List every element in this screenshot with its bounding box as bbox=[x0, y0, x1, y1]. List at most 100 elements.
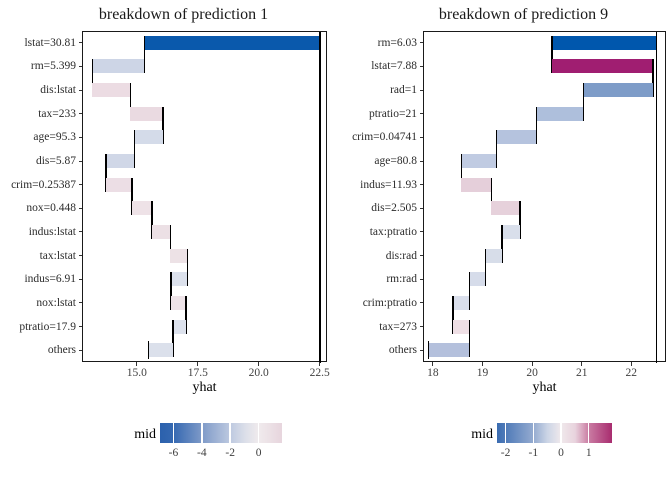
y-axis-tick bbox=[419, 207, 423, 209]
contribution-bar bbox=[170, 272, 188, 287]
contribution-bar bbox=[151, 224, 170, 239]
contribution-bar bbox=[583, 83, 653, 98]
legend-tick-mark bbox=[532, 423, 535, 443]
waterfall-connector-line bbox=[490, 177, 493, 216]
legend-tick-label: 1 bbox=[585, 447, 592, 459]
y-axis-label: dis:rad bbox=[385, 249, 417, 262]
contribution-bar bbox=[170, 295, 186, 310]
contribution-bar bbox=[130, 106, 163, 121]
waterfall-connector-line bbox=[91, 59, 94, 98]
y-axis-label: tax=273 bbox=[379, 320, 417, 333]
y-axis-label: crim:ptratio bbox=[362, 296, 417, 309]
plot-panel bbox=[423, 31, 666, 363]
waterfall-connector-line bbox=[519, 201, 521, 239]
waterfall-connector-line bbox=[495, 130, 498, 169]
waterfall-connector-line bbox=[468, 319, 471, 358]
y-axis-tick bbox=[78, 160, 82, 162]
y-axis-label: crim=0.25387 bbox=[11, 178, 76, 191]
x-tick-label: 18 bbox=[427, 367, 439, 379]
contribution-bar bbox=[452, 319, 470, 334]
x-axis-tick bbox=[319, 362, 321, 366]
y-axis-label: ptratio=21 bbox=[368, 107, 417, 120]
y-axis-label: dis:lstat bbox=[40, 84, 76, 97]
legend-colorbar bbox=[497, 423, 612, 443]
x-axis-tick bbox=[630, 362, 632, 366]
y-axis-tick bbox=[78, 207, 82, 209]
legend-title: mid bbox=[471, 427, 493, 442]
x-tick-label: 20 bbox=[526, 367, 538, 379]
y-axis-tick bbox=[78, 255, 82, 257]
y-axis-label: rm=5.399 bbox=[30, 60, 76, 73]
x-tick-label: 22.5 bbox=[309, 367, 330, 379]
y-axis-label: crim=0.04741 bbox=[352, 131, 417, 144]
contribution-bar bbox=[461, 177, 492, 192]
y-axis-tick bbox=[419, 278, 423, 280]
waterfall-connector-line bbox=[172, 319, 174, 358]
y-axis-tick bbox=[419, 160, 423, 162]
y-axis-tick bbox=[419, 184, 423, 186]
waterfall-connector-line bbox=[551, 35, 553, 74]
y-axis-tick bbox=[419, 349, 423, 351]
x-tick-label: 19 bbox=[476, 367, 489, 379]
y-axis-tick bbox=[419, 136, 423, 138]
y-axis-label: lstat=30.81 bbox=[24, 36, 76, 49]
legend-colorbar bbox=[160, 423, 282, 443]
y-axis-label: rm=6.03 bbox=[377, 36, 417, 49]
y-axis-label: tax:lstat bbox=[39, 249, 76, 262]
y-axis-label: tax=233 bbox=[38, 107, 76, 120]
y-axis-label: nox=0.448 bbox=[26, 202, 76, 215]
contribution-bar bbox=[148, 343, 173, 358]
x-axis-tick bbox=[531, 362, 533, 366]
final-prediction-line bbox=[427, 341, 430, 360]
waterfall-connector-line bbox=[131, 177, 133, 216]
y-axis-label: dis=5.87 bbox=[35, 155, 76, 168]
x-tick-label: 22 bbox=[625, 367, 638, 379]
plot-panel bbox=[82, 31, 327, 363]
legend-tick-label: 0 bbox=[558, 447, 564, 459]
y-axis-tick bbox=[419, 65, 423, 67]
waterfall-connector-line bbox=[151, 201, 153, 239]
y-axis-label: tax:ptratio bbox=[369, 225, 417, 238]
y-axis-tick bbox=[78, 326, 82, 328]
y-axis-label: age=80.8 bbox=[374, 155, 417, 168]
waterfall-connector-line bbox=[169, 224, 171, 263]
contribution-bar bbox=[92, 83, 131, 98]
waterfall-connector-line bbox=[452, 295, 454, 334]
waterfall-connector-line bbox=[535, 106, 538, 145]
plot-title: breakdown of prediction 9 bbox=[438, 6, 609, 23]
y-axis-tick bbox=[419, 89, 423, 91]
breakdown-plot-9: breakdown of prediction 9 yhat mid rm=6.… bbox=[336, 0, 672, 480]
waterfall-connector-line bbox=[133, 130, 136, 169]
contribution-bar bbox=[134, 130, 163, 145]
y-axis-tick bbox=[419, 42, 423, 44]
legend-tick-mark bbox=[172, 423, 175, 443]
x-axis-tick bbox=[258, 362, 260, 366]
contribution-bar bbox=[105, 154, 135, 169]
y-axis-tick bbox=[419, 255, 423, 257]
waterfall-connector-line bbox=[143, 35, 146, 74]
x-axis-tick bbox=[432, 362, 434, 366]
contribution-bar bbox=[144, 35, 320, 50]
y-axis-tick bbox=[78, 184, 82, 186]
y-axis-tick bbox=[78, 278, 82, 280]
y-axis-tick bbox=[78, 302, 82, 304]
y-axis-label: indus=11.93 bbox=[360, 178, 417, 191]
y-axis-tick bbox=[78, 231, 82, 233]
y-axis-tick bbox=[78, 113, 82, 115]
waterfall-connector-line bbox=[652, 59, 654, 98]
y-axis-tick bbox=[419, 326, 423, 328]
plot-title: breakdown of prediction 1 bbox=[98, 6, 269, 23]
contribution-bar bbox=[172, 319, 186, 334]
y-axis-label: lstat=7.88 bbox=[371, 60, 417, 73]
contribution-bar bbox=[496, 130, 537, 145]
y-axis-tick bbox=[78, 65, 82, 67]
legend-tick-mark bbox=[587, 423, 590, 443]
x-axis-title: yhat bbox=[532, 380, 557, 395]
waterfall-connector-line bbox=[582, 83, 585, 121]
breakdown-plot-1: breakdown of prediction 1 yhat mid lstat… bbox=[11, 6, 330, 459]
x-tick-label: 15.0 bbox=[126, 367, 147, 379]
x-axis-tick bbox=[581, 362, 583, 366]
x-axis-tick bbox=[136, 362, 138, 366]
legend-tick-label: 0 bbox=[255, 447, 262, 459]
y-axis-label: ptratio=17.9 bbox=[19, 320, 76, 333]
